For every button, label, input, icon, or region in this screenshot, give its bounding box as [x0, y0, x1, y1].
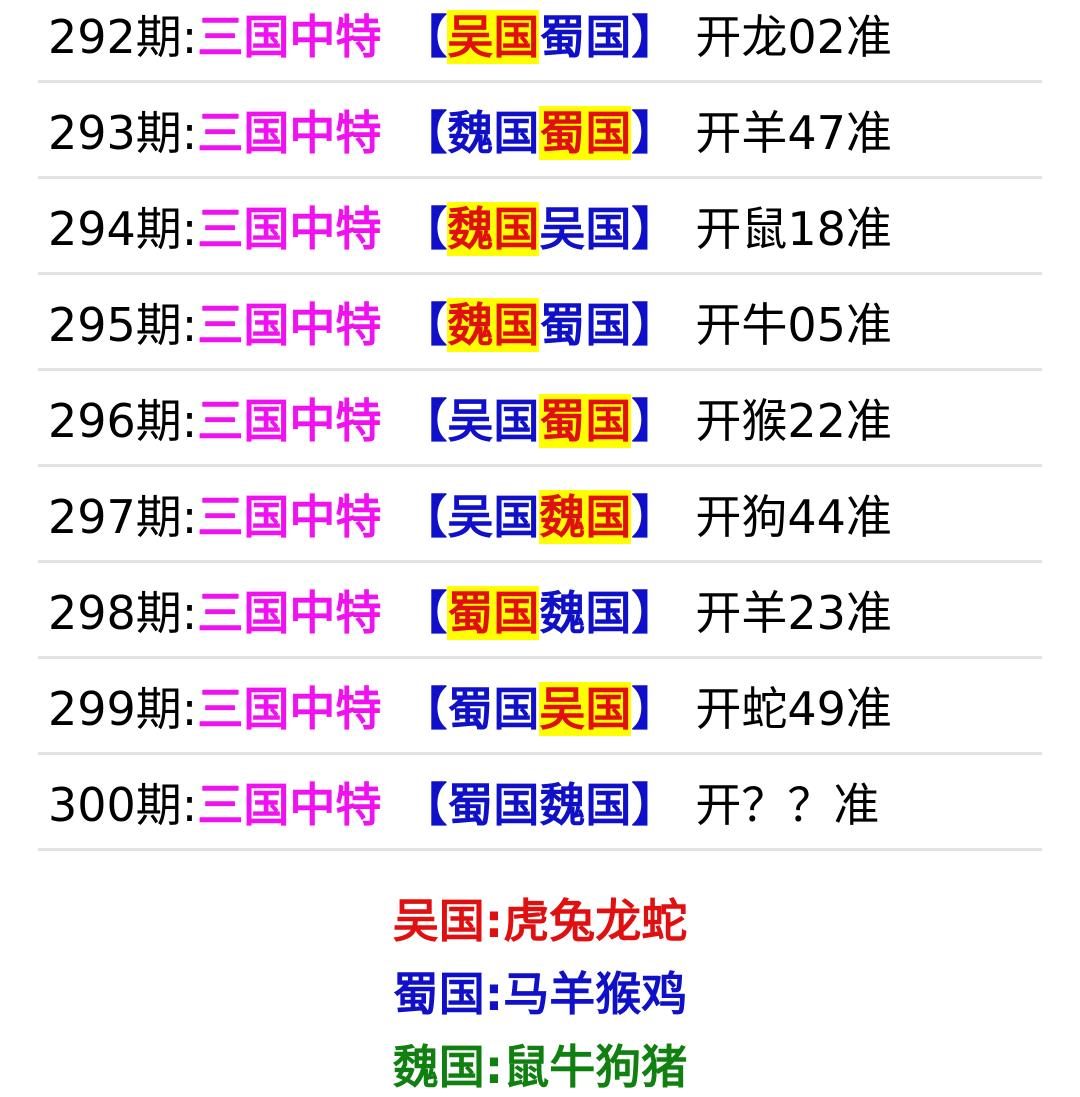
- kingdom-b: 蜀国: [539, 297, 632, 352]
- bracket-close: 】: [631, 105, 678, 160]
- bracket-close: 】: [631, 585, 678, 640]
- bracket-open: 【: [401, 393, 448, 448]
- label: 三国中特: [197, 9, 382, 64]
- result: 开龙02准: [695, 9, 892, 64]
- label: 三国中特: [197, 201, 382, 256]
- result: 开羊47准: [695, 105, 892, 160]
- kingdom-b: 吴国: [539, 681, 632, 736]
- kingdom-b: 吴国: [539, 201, 632, 256]
- kingdoms: 【蜀国魏国】: [401, 577, 677, 643]
- list-item: 292期: 三国中特 【吴国蜀国】 开龙02准: [38, 0, 1042, 83]
- kingdoms: 【魏国吴国】: [401, 193, 677, 259]
- period: 295期:: [48, 297, 198, 352]
- kingdoms: 【蜀国魏国】: [401, 769, 677, 835]
- kingdom-b: 蜀国: [539, 105, 632, 160]
- bracket-open: 【: [401, 489, 448, 544]
- label: 三国中特: [197, 297, 382, 352]
- result: 开羊23准: [695, 585, 892, 640]
- label: 三国中特: [197, 681, 382, 736]
- kingdom-b: 蜀国: [539, 9, 632, 64]
- kingdom-b: 蜀国: [539, 393, 632, 448]
- bracket-close: 】: [631, 201, 678, 256]
- bracket-close: 】: [631, 393, 678, 448]
- period: 292期:: [48, 9, 198, 64]
- bracket-close: 】: [631, 777, 678, 832]
- bracket-close: 】: [631, 9, 678, 64]
- list-item: 299期: 三国中特 【蜀国吴国】 开蛇49准: [38, 659, 1042, 755]
- kingdoms: 【吴国蜀国】: [401, 385, 677, 451]
- list-item: 294期: 三国中特 【魏国吴国】 开鼠18准: [38, 179, 1042, 275]
- kingdom-b: 魏国: [539, 489, 632, 544]
- period: 298期:: [48, 585, 198, 640]
- bracket-open: 【: [401, 585, 448, 640]
- kingdom-b: 魏国: [539, 585, 632, 640]
- kingdoms: 【吴国蜀国】: [401, 1, 677, 67]
- list-item: 295期: 三国中特 【魏国蜀国】 开牛05准: [38, 275, 1042, 371]
- bracket-close: 】: [631, 681, 678, 736]
- kingdom-a: 蜀国: [447, 585, 540, 640]
- kingdoms: 【魏国蜀国】: [401, 289, 677, 355]
- result: 开牛05准: [695, 297, 892, 352]
- kingdom-a: 吴国: [447, 489, 540, 544]
- label: 三国中特: [197, 585, 382, 640]
- legend-item: 蜀国:马羊猴鸡: [392, 967, 688, 1021]
- bracket-open: 【: [401, 681, 448, 736]
- list-item: 297期: 三国中特 【吴国魏国】 开狗44准: [38, 467, 1042, 563]
- bracket-open: 【: [401, 105, 448, 160]
- period: 297期:: [48, 489, 198, 544]
- result: 开鼠18准: [695, 201, 892, 256]
- kingdom-a: 魏国: [447, 201, 540, 256]
- label: 三国中特: [197, 393, 382, 448]
- prediction-list: 292期: 三国中特 【吴国蜀国】 开龙02准 293期: 三国中特 【魏国蜀国】 开羊47准…: [38, 0, 1042, 851]
- kingdom-a: 蜀国: [447, 681, 540, 736]
- period: 299期:: [48, 681, 198, 736]
- period: 300期:: [48, 777, 198, 832]
- kingdom-a: 魏国: [447, 297, 540, 352]
- legend-item: 吴国:虎兔龙蛇: [392, 894, 688, 948]
- result: 开蛇49准: [695, 681, 892, 736]
- kingdoms: 【吴国魏国】: [401, 481, 677, 547]
- result: 开狗44准: [695, 489, 892, 544]
- legend-item: 魏国:鼠牛狗猪: [392, 1040, 688, 1094]
- label: 三国中特: [197, 489, 382, 544]
- list-item: 298期: 三国中特 【蜀国魏国】 开羊23准: [38, 563, 1042, 659]
- kingdoms: 【蜀国吴国】: [401, 673, 677, 739]
- list-item: 296期: 三国中特 【吴国蜀国】 开猴22准: [38, 371, 1042, 467]
- kingdom-a: 魏国: [447, 105, 540, 160]
- label: 三国中特: [197, 105, 382, 160]
- period: 294期:: [48, 201, 198, 256]
- kingdoms: 【魏国蜀国】: [401, 97, 677, 163]
- kingdom-a: 蜀国: [447, 777, 540, 832]
- bracket-close: 】: [631, 297, 678, 352]
- bracket-open: 【: [401, 297, 448, 352]
- label: 三国中特: [197, 777, 382, 832]
- list-item: 293期: 三国中特 【魏国蜀国】 开羊47准: [38, 83, 1042, 179]
- kingdom-a: 吴国: [447, 393, 540, 448]
- period: 293期:: [48, 105, 198, 160]
- list-item: 300期: 三国中特 【蜀国魏国】 开？？准: [38, 755, 1042, 851]
- kingdom-b: 魏国: [539, 777, 632, 832]
- bracket-open: 【: [401, 201, 448, 256]
- bracket-open: 【: [401, 9, 448, 64]
- bracket-close: 】: [631, 489, 678, 544]
- result: 开猴22准: [695, 393, 892, 448]
- kingdom-a: 吴国: [447, 9, 540, 64]
- result: 开？？准: [695, 777, 880, 832]
- bracket-open: 【: [401, 777, 448, 832]
- period: 296期:: [48, 393, 198, 448]
